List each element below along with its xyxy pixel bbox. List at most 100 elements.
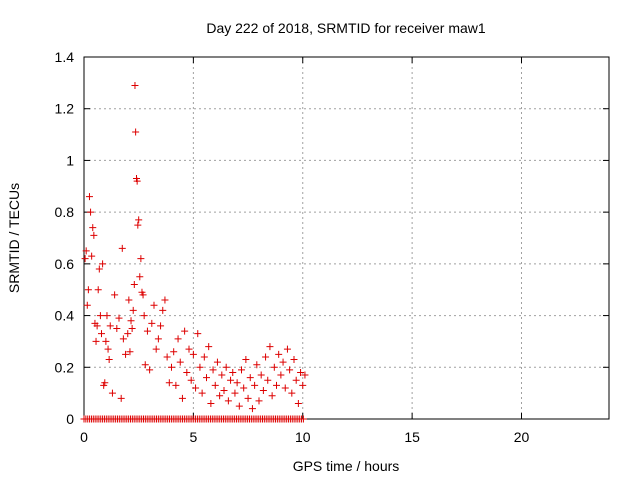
data-point [279, 358, 287, 366]
data-point [115, 314, 123, 322]
data-point [238, 366, 245, 374]
y-tick-label: 0.6 [55, 256, 75, 272]
zero-points [80, 415, 307, 423]
y-tick-label: 1.2 [55, 101, 75, 117]
data-point [222, 363, 230, 371]
data-point [220, 387, 228, 395]
data-points [81, 81, 309, 413]
data-point [294, 399, 302, 407]
data-point [81, 255, 89, 263]
data-point [292, 376, 300, 384]
data-point [152, 345, 160, 353]
data-point [96, 312, 104, 320]
data-point [248, 405, 256, 413]
data-point [83, 301, 91, 309]
data-point [200, 353, 208, 361]
data-point [95, 265, 103, 273]
data-point [290, 356, 298, 364]
data-point [273, 381, 280, 389]
data-point [89, 224, 97, 232]
data-point [257, 371, 265, 379]
data-point [178, 394, 186, 402]
chart-title: Day 222 of 2018, SRMTID for receiver maw… [206, 20, 486, 36]
data-point [129, 306, 137, 314]
data-point [301, 371, 309, 379]
y-tick-label: 1 [66, 152, 74, 168]
data-point [111, 291, 119, 299]
plot-frame [83, 56, 610, 420]
x-tick-label: 5 [189, 429, 197, 445]
data-point [126, 348, 134, 356]
data-point [187, 376, 195, 384]
y-axis-label: SRMTID / TECUs [6, 183, 22, 293]
grid [84, 57, 609, 419]
data-point [94, 286, 102, 294]
data-point [150, 301, 158, 309]
data-point [136, 273, 144, 281]
data-point [140, 312, 148, 320]
y-tick-label: 1.4 [55, 49, 75, 65]
data-point [244, 394, 252, 402]
data-point [146, 366, 154, 374]
data-point [134, 221, 142, 229]
data-point [275, 350, 283, 358]
data-point [82, 247, 90, 255]
data-point [102, 337, 110, 345]
data-point [165, 379, 173, 387]
zero-point [299, 415, 307, 423]
data-point [259, 387, 267, 395]
data-point [211, 381, 219, 389]
data-point [207, 399, 215, 407]
data-point [185, 345, 193, 353]
data-point [85, 193, 93, 201]
data-point [194, 330, 202, 338]
data-point [105, 356, 113, 364]
x-tick-label: 15 [404, 429, 420, 445]
y-tick-label: 0.8 [55, 204, 75, 220]
data-point [103, 312, 111, 320]
data-point [99, 260, 107, 268]
data-point [131, 81, 139, 89]
data-point [128, 325, 136, 332]
data-point [137, 255, 145, 263]
data-point [297, 368, 305, 376]
data-point [266, 343, 274, 351]
data-point [192, 384, 200, 392]
data-point [213, 358, 221, 366]
data-point [189, 350, 197, 358]
data-point [255, 397, 263, 405]
data-point [113, 325, 121, 332]
data-point [181, 327, 189, 335]
data-point [127, 317, 135, 325]
data-point [161, 296, 169, 304]
data-point [108, 389, 116, 397]
data-point [299, 381, 307, 389]
data-point [130, 281, 138, 289]
data-point [133, 177, 141, 185]
data-point [119, 335, 127, 343]
data-point [117, 394, 125, 402]
data-point [246, 374, 254, 382]
data-point [277, 371, 285, 379]
data-point [196, 363, 204, 371]
data-point [235, 402, 243, 410]
data-point [264, 376, 272, 384]
data-point [118, 244, 126, 252]
data-point [205, 343, 213, 351]
data-point [92, 337, 100, 345]
data-point [281, 384, 289, 392]
data-point [101, 379, 109, 387]
data-point [157, 322, 165, 330]
data-point [224, 397, 232, 405]
data-point [93, 322, 101, 330]
data-point [233, 379, 241, 387]
axis-ticks: 0 0.2 0.4 0.6 0.8 1 1.2 1.4 0 5 10 15 20 [55, 49, 609, 445]
data-point [174, 335, 182, 343]
data-point [148, 319, 156, 327]
data-point [231, 389, 239, 397]
data-point [106, 322, 114, 330]
data-point [203, 374, 210, 382]
data-point [262, 353, 270, 361]
data-point [209, 366, 217, 374]
data-point [159, 306, 167, 314]
